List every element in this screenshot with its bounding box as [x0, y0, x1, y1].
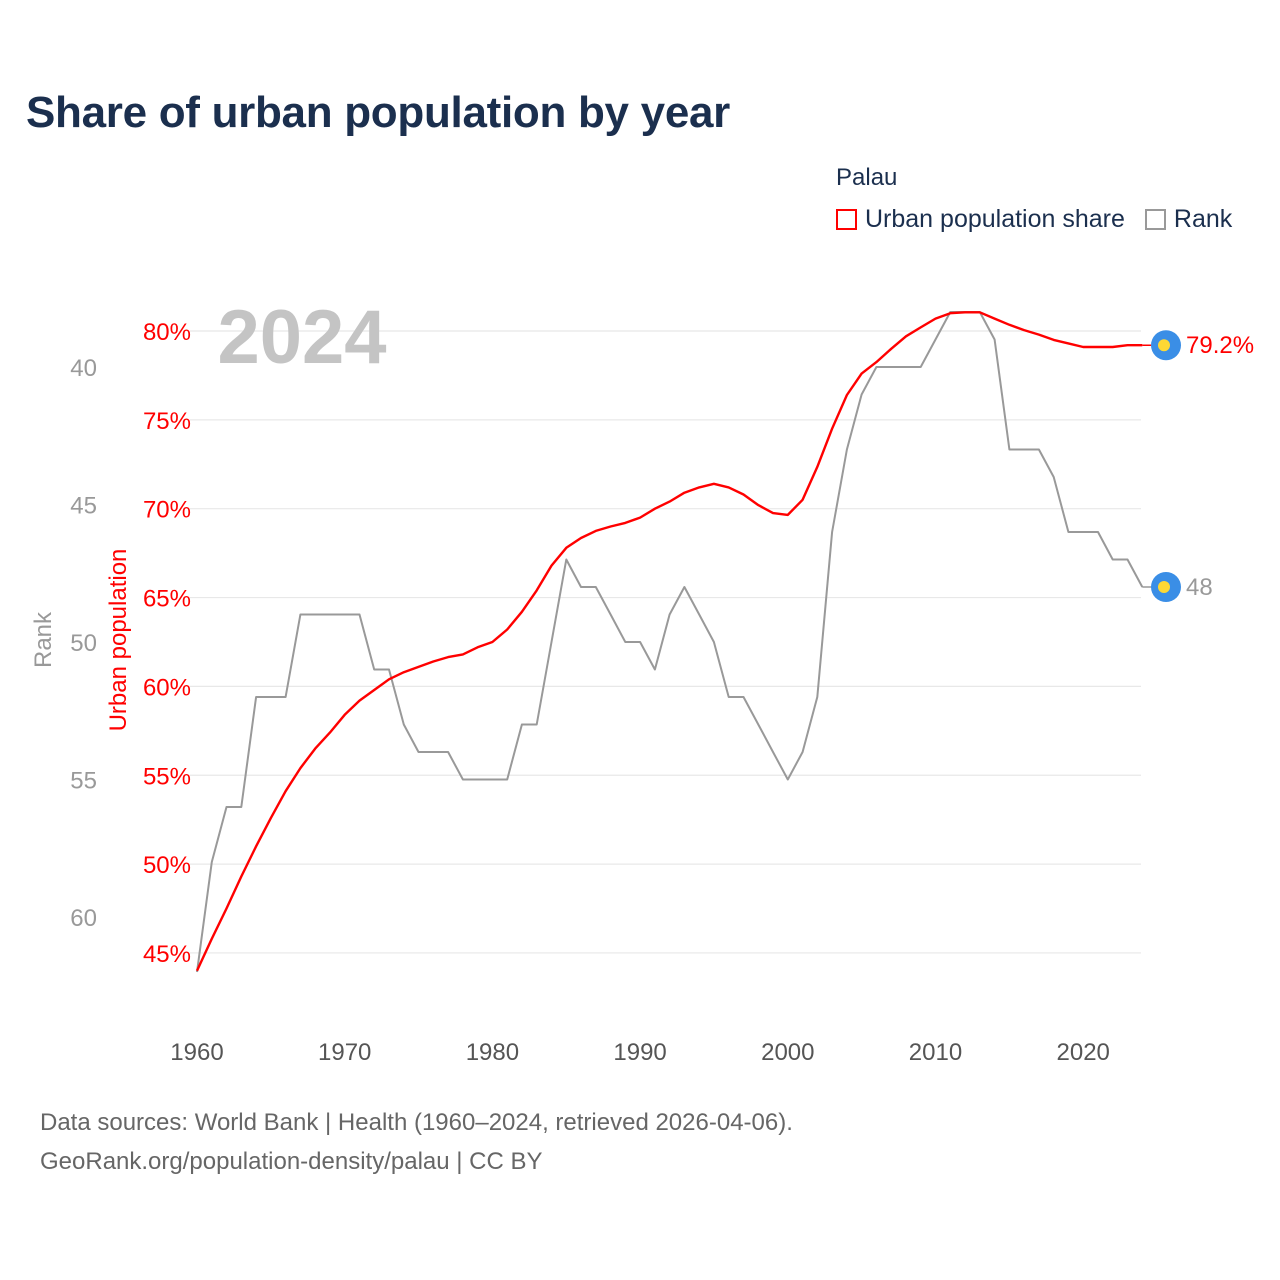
pct-tick-label: 80% [143, 319, 191, 346]
year-watermark: 2024 [217, 295, 386, 380]
pct-tick-label: 75% [143, 408, 191, 435]
footer-source: Data sources: World Bank | Health (1960–… [40, 1109, 793, 1136]
rank-tick-label: 60 [70, 905, 97, 932]
urban-axis-title: Urban population [105, 549, 132, 732]
x-tick-label: 1980 [466, 1039, 519, 1066]
x-tick-label: 1990 [613, 1039, 666, 1066]
rank-line [196, 311, 1144, 973]
legend-swatch-urban-share [836, 209, 857, 230]
legend-item-urban-share[interactable]: Urban population share [836, 205, 1125, 234]
legend-item-rank[interactable]: Rank [1144, 205, 1233, 234]
legend-label: Urban population share [865, 205, 1125, 233]
footer-link[interactable]: GeoRank.org/population-density/palau | C… [40, 1148, 543, 1175]
x-tick-label: 2020 [1057, 1039, 1110, 1066]
end-marker-inner [1158, 339, 1170, 352]
end-marker-inner [1158, 581, 1170, 593]
pct-tick-label: 60% [143, 674, 191, 701]
rank-tick-label: 45 [70, 493, 97, 520]
pct-tick-label: 50% [143, 852, 191, 879]
rank-tick-label: 50 [70, 630, 97, 657]
chart-title: Share of urban population by year [26, 88, 730, 137]
pct-tick-label: 65% [143, 586, 191, 613]
x-tick-label: 1970 [318, 1039, 371, 1066]
rank-tick-label: 55 [70, 768, 97, 795]
urban-share-line [195, 311, 1143, 972]
pct-tick-label: 55% [143, 763, 191, 790]
legend-label: Rank [1173, 205, 1233, 233]
legend-swatch-rank [1144, 209, 1166, 230]
rank-end-label: 48 [1186, 574, 1213, 601]
legend-title: Palau [836, 164, 898, 191]
x-tick-label: 1960 [170, 1039, 223, 1066]
pct-tick-label: 70% [143, 497, 191, 524]
legend: Urban population share Rank [836, 205, 1252, 234]
pct-tick-label: 45% [143, 941, 191, 968]
rank-axis-title: Rank [30, 611, 57, 668]
x-tick-label: 2010 [909, 1039, 962, 1066]
urban-share-end-label: 79.2% [1186, 332, 1254, 359]
rank-tick-label: 40 [70, 355, 97, 382]
x-tick-label: 2000 [761, 1039, 814, 1066]
